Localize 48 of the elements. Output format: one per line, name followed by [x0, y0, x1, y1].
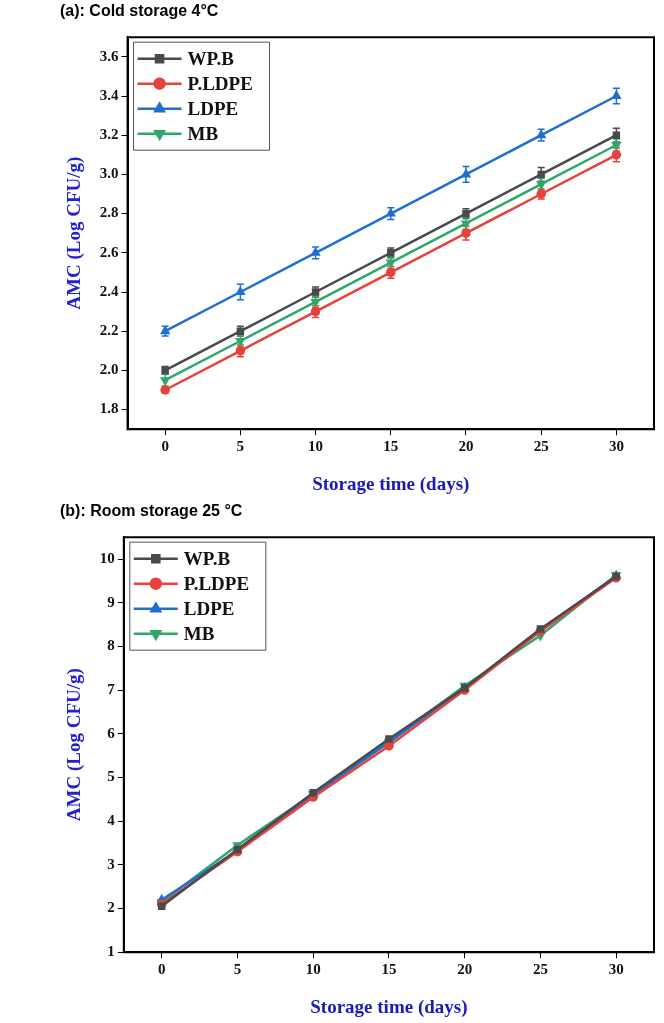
x-tick-label: 0: [161, 438, 169, 455]
x-axis-title: Storage time (days): [312, 472, 470, 495]
x-tick-label: 30: [608, 438, 624, 455]
y-tick-label: 3.0: [99, 165, 119, 182]
y-tick-label: 7: [107, 680, 116, 697]
y-axis-title: AMC (Log CFU/g): [63, 668, 86, 822]
y-tick-label: 2.2: [99, 322, 119, 339]
y-tick-label: 10: [99, 549, 115, 566]
y-tick-label: 2.0: [99, 361, 119, 378]
y-tick-label: 1: [107, 943, 115, 960]
x-tick-label: 20: [457, 961, 473, 978]
y-tick-label: 3.4: [99, 86, 120, 103]
legend-label: P.LDPE: [187, 72, 253, 94]
legend-label: LDPE: [183, 597, 235, 619]
x-tick-label: 30: [608, 961, 624, 978]
legend-label: MB: [183, 622, 215, 644]
x-tick-label: 15: [381, 961, 397, 978]
y-tick-label: 5: [107, 768, 115, 785]
y-tick-label: 2: [107, 899, 115, 916]
y-tick-label: 3.6: [99, 47, 120, 64]
x-tick-label: 25: [533, 438, 549, 455]
y-tick-label: 2.8: [99, 204, 119, 221]
x-tick-label: 5: [233, 961, 242, 978]
y-axis-title: AMC (Log CFU/g): [63, 156, 86, 310]
chart-title: (b): Room storage 25 °C: [60, 502, 243, 520]
legend-label: WP.B: [187, 47, 235, 69]
x-axis-title: Storage time (days): [310, 995, 468, 1018]
x-tick-label: 5: [236, 438, 245, 455]
x-tick-label: 0: [157, 961, 166, 978]
legend-label: WP.B: [183, 547, 231, 569]
y-tick-label: 2.4: [99, 282, 120, 299]
y-tick-label: 3: [107, 855, 115, 872]
y-tick-label: 2.6: [99, 243, 120, 260]
y-tick-label: 9: [107, 593, 115, 610]
x-tick-label: 15: [383, 438, 399, 455]
y-tick-label: 8: [107, 637, 115, 654]
y-tick-label: 1.8: [99, 400, 119, 417]
y-tick-label: 3.2: [99, 126, 119, 143]
legend-label: MB: [187, 122, 219, 144]
legend-label: LDPE: [187, 97, 239, 119]
y-tick-label: 4: [107, 812, 116, 829]
chart-title: (a): Cold storage 4°C: [60, 2, 219, 20]
legend-label: P.LDPE: [183, 572, 250, 594]
y-tick-label: 6: [107, 724, 116, 741]
x-tick-label: 25: [532, 961, 548, 978]
x-tick-label: 10: [308, 438, 324, 455]
x-tick-label: 20: [458, 438, 474, 455]
x-tick-label: 10: [305, 961, 321, 978]
